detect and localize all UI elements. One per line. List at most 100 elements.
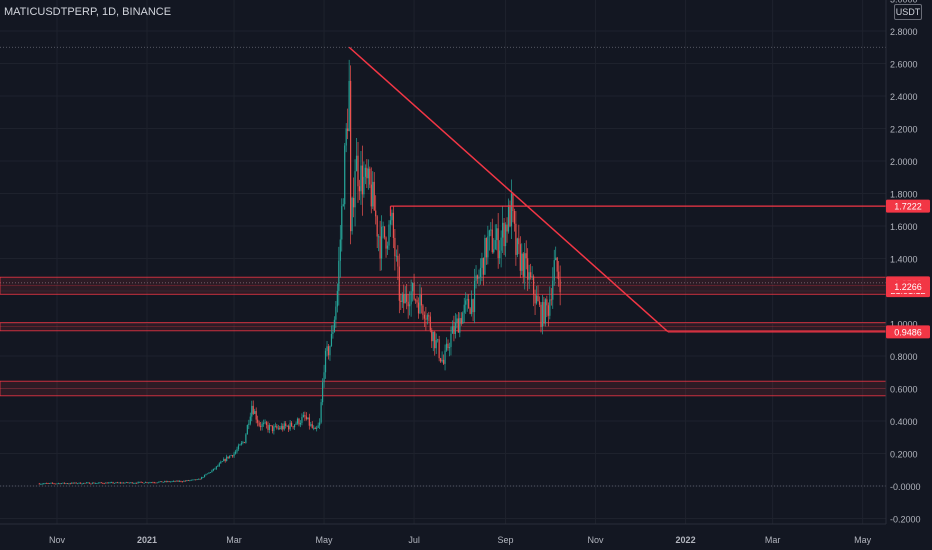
candle-body xyxy=(367,168,369,179)
candle-body xyxy=(471,299,473,314)
candle-body xyxy=(234,451,237,454)
price-tag-0-9486[interactable]: 0.9486 xyxy=(886,325,930,339)
candle-body xyxy=(233,453,235,457)
candle-body xyxy=(264,422,266,424)
price-tag-1-2266[interactable]: 1.2266 xyxy=(886,280,930,294)
candle-body xyxy=(530,272,532,278)
candle-body xyxy=(499,250,501,259)
candle-body xyxy=(357,155,359,187)
candle-body xyxy=(454,322,456,335)
candle-body xyxy=(62,482,64,484)
candle-body xyxy=(156,482,158,484)
candle-body xyxy=(506,224,508,232)
candle-body xyxy=(139,481,141,483)
candle-body xyxy=(528,272,530,280)
candle-body xyxy=(258,422,260,426)
time-tick-label: Mar xyxy=(226,535,242,545)
candle-body xyxy=(50,482,52,484)
candle-body xyxy=(38,483,40,485)
candle-body xyxy=(44,483,46,484)
candle-body xyxy=(296,418,299,424)
price-axis: 3.0000 2.8000 2.6000 2.4000 2.2000 2.0000 1.80… xyxy=(885,0,921,525)
candle-body xyxy=(448,346,451,349)
candle-body xyxy=(432,331,434,342)
candle-body xyxy=(195,479,197,481)
candle-body xyxy=(288,425,290,430)
candle-body xyxy=(249,416,251,424)
candle-body xyxy=(354,171,356,208)
candle-body xyxy=(481,257,483,268)
support-resistance-zones xyxy=(0,276,887,397)
candle-body xyxy=(469,308,471,314)
candle-body xyxy=(342,204,344,207)
candle-body xyxy=(193,479,195,481)
candle-body xyxy=(553,260,555,281)
candle-body xyxy=(189,480,191,482)
candle-body xyxy=(143,482,145,484)
time-tick-label: Jul xyxy=(408,535,420,545)
candle-body xyxy=(75,482,77,484)
price-tag-1-7222[interactable]: 1.7222 xyxy=(886,199,930,213)
candle-body xyxy=(181,481,184,483)
candle-body xyxy=(391,212,393,221)
candle-body xyxy=(558,271,560,280)
candle-body xyxy=(274,425,276,427)
candle-body xyxy=(345,128,347,146)
candle-body xyxy=(208,472,210,474)
candle-body xyxy=(211,470,213,473)
candle-body xyxy=(404,294,406,304)
candle-body xyxy=(463,304,465,313)
candle-body xyxy=(401,294,403,302)
candle-body xyxy=(128,482,130,484)
candle-body xyxy=(240,442,243,445)
candle-body xyxy=(140,481,142,483)
candle-body xyxy=(444,350,446,364)
candle-body xyxy=(115,482,117,484)
candle-body xyxy=(43,483,45,485)
candle-body xyxy=(347,128,349,132)
time-tick-label: Nov xyxy=(49,535,66,545)
candle-body xyxy=(112,482,114,484)
candle-body xyxy=(105,482,107,484)
candle-body xyxy=(317,425,319,428)
candle-body xyxy=(541,302,544,327)
candle-body xyxy=(134,482,136,484)
candle-body xyxy=(507,205,510,232)
candles xyxy=(38,59,561,485)
candle-body xyxy=(411,283,414,292)
candle-body xyxy=(102,482,104,484)
candle-body xyxy=(382,226,384,228)
candle-body xyxy=(97,482,99,484)
candle-body xyxy=(519,244,521,271)
candle-body xyxy=(442,359,445,364)
candle-body xyxy=(286,425,288,427)
candle-body xyxy=(504,224,507,247)
currency-button[interactable]: USDT xyxy=(894,4,922,20)
price-tick-label: 2.4000 xyxy=(890,92,918,102)
candle-body xyxy=(47,483,49,485)
candle-body xyxy=(462,312,464,324)
candle-body xyxy=(378,236,380,238)
candle-body xyxy=(537,295,539,302)
candle-body xyxy=(293,424,296,428)
candle-body xyxy=(282,425,284,430)
candle-body xyxy=(285,423,287,426)
candle-body xyxy=(555,257,557,261)
candle-body xyxy=(88,482,91,484)
candle-body xyxy=(133,483,135,484)
candle-body xyxy=(177,480,179,482)
descending-trendline[interactable] xyxy=(348,46,669,333)
candle-body xyxy=(63,482,65,484)
candle-body xyxy=(85,482,88,484)
candle-body xyxy=(180,480,182,482)
price-tag-background xyxy=(886,325,930,339)
candle-body xyxy=(261,423,263,427)
price-tick-label: 0.8000 xyxy=(890,352,918,362)
price-tick-label: 1.6000 xyxy=(890,222,918,232)
price-tag-label: 1.7222 xyxy=(894,202,922,212)
candle-body xyxy=(366,167,368,179)
candle-body xyxy=(484,237,486,275)
